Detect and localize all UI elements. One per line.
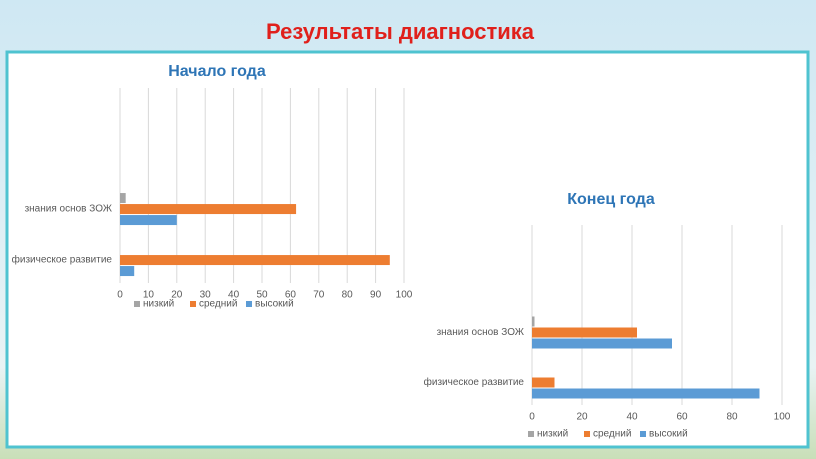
- bar: [532, 377, 555, 388]
- legend-label: средний: [199, 299, 237, 310]
- legend-label: низкий: [143, 299, 174, 310]
- slide-title: Результаты диагностика: [266, 19, 535, 44]
- x-tick-label: 80: [726, 412, 738, 423]
- x-tick-label: 100: [396, 290, 413, 301]
- x-tick-label: 0: [529, 412, 535, 423]
- x-tick-label: 100: [774, 412, 791, 423]
- legend-swatch: [134, 301, 140, 307]
- y-tick-label: знания основ ЗОЖ: [25, 204, 113, 215]
- bar: [532, 388, 760, 399]
- bar: [120, 255, 390, 266]
- legend-label: высокий: [255, 299, 294, 310]
- bar: [532, 316, 535, 327]
- legend-swatch: [190, 301, 196, 307]
- legend-swatch: [246, 301, 252, 307]
- chart-title: Конец года: [567, 191, 655, 208]
- y-tick-label: физическое развитие: [12, 254, 113, 266]
- x-tick-label: 40: [228, 290, 240, 301]
- x-tick-label: 90: [370, 290, 382, 301]
- x-tick-label: 60: [285, 290, 297, 301]
- legend-label: низкий: [537, 429, 568, 440]
- x-tick-label: 40: [626, 412, 638, 423]
- legend-label: высокий: [649, 429, 688, 440]
- chart-title: Начало года: [168, 63, 266, 80]
- legend-swatch: [640, 431, 646, 437]
- legend-swatch: [528, 431, 534, 437]
- x-tick-label: 20: [576, 412, 588, 423]
- y-tick-label: физическое развитие: [424, 376, 525, 388]
- bar: [532, 338, 672, 349]
- y-tick-label: знания основ ЗОЖ: [437, 327, 525, 338]
- x-tick-label: 70: [313, 290, 325, 301]
- content-frame: [5, 50, 810, 449]
- x-tick-label: 10: [143, 290, 155, 301]
- x-tick-label: 20: [171, 290, 183, 301]
- bar: [532, 327, 637, 338]
- bar: [120, 193, 126, 204]
- legend-swatch: [584, 431, 590, 437]
- bar: [120, 204, 297, 215]
- x-tick-label: 60: [676, 412, 688, 423]
- x-tick-label: 0: [117, 290, 123, 301]
- x-tick-label: 50: [256, 290, 268, 301]
- x-tick-label: 30: [200, 290, 212, 301]
- x-tick-label: 80: [342, 290, 354, 301]
- bar: [120, 215, 177, 226]
- legend-label: средний: [593, 429, 631, 440]
- bar: [120, 266, 135, 277]
